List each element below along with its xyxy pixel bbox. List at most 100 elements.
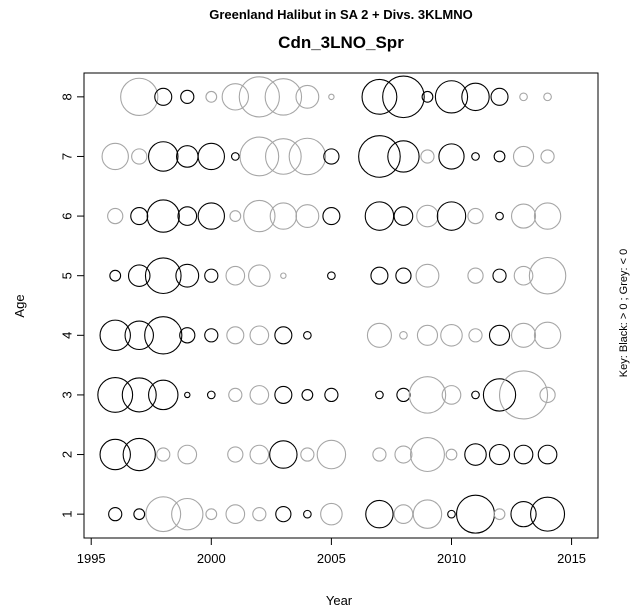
bubble-point bbox=[303, 330, 312, 340]
bubble-point bbox=[445, 448, 458, 461]
bubble-point bbox=[184, 391, 191, 399]
bubble-point bbox=[228, 387, 243, 403]
bubble-point bbox=[131, 148, 148, 165]
bubble-point bbox=[226, 326, 245, 345]
plot-frame bbox=[83, 72, 599, 539]
bubble-point bbox=[248, 264, 271, 287]
x-tick-label: 2010 bbox=[437, 551, 466, 566]
y-tick-label: 6 bbox=[60, 212, 75, 219]
bubble-point bbox=[124, 320, 154, 351]
bubble-point bbox=[537, 444, 558, 465]
bubble-point bbox=[490, 87, 509, 106]
y-axis-label: Age bbox=[12, 294, 27, 317]
bubble-point bbox=[120, 77, 159, 116]
bubble-point bbox=[415, 263, 440, 288]
bubble-point bbox=[133, 508, 146, 521]
bubble-point bbox=[468, 328, 483, 343]
bubble-point bbox=[148, 379, 179, 411]
bubble-point bbox=[539, 386, 556, 404]
bubble-point bbox=[510, 322, 537, 348]
bubble-point bbox=[221, 83, 250, 111]
bubble-point bbox=[249, 444, 270, 465]
bubble-point bbox=[543, 92, 552, 102]
bubble-point bbox=[408, 376, 447, 414]
bubble-point bbox=[492, 268, 507, 283]
bubble-point bbox=[264, 78, 303, 116]
bubble-point bbox=[229, 210, 242, 222]
bubble-point bbox=[519, 92, 528, 102]
bubble-point bbox=[365, 499, 394, 529]
bubble-point bbox=[533, 202, 562, 230]
bubble-point bbox=[177, 206, 198, 226]
bubble-point bbox=[323, 148, 340, 165]
x-axis-label: Year bbox=[326, 593, 353, 608]
bubble-point bbox=[438, 143, 465, 170]
bubble-point bbox=[230, 152, 240, 161]
bubble-point bbox=[225, 504, 246, 525]
x-tick-label: 2000 bbox=[197, 551, 226, 566]
y-tick-label: 8 bbox=[60, 93, 75, 100]
bubble-point bbox=[540, 149, 555, 164]
x-tick-label: 2015 bbox=[557, 551, 586, 566]
bubble-point bbox=[101, 142, 129, 171]
bubble-point bbox=[154, 87, 173, 106]
bubble-point bbox=[204, 328, 219, 343]
bubble-point bbox=[395, 267, 412, 284]
bubble-point bbox=[180, 89, 195, 104]
chart-subtitle: Cdn_3LNO_Spr bbox=[278, 33, 404, 52]
bubble-point bbox=[530, 496, 566, 532]
bubble-point bbox=[227, 446, 244, 463]
x-axis: 1995 2000 2005 2010 2015 bbox=[77, 537, 586, 566]
bubble-point bbox=[205, 90, 218, 103]
bubble-point bbox=[275, 506, 292, 523]
bubble-point bbox=[324, 387, 339, 403]
bubble-point bbox=[416, 204, 439, 228]
bubble-point bbox=[361, 78, 398, 115]
bubble-point bbox=[146, 199, 180, 233]
bubble-point bbox=[238, 76, 280, 118]
bubble-point bbox=[471, 390, 480, 400]
bubble-point bbox=[510, 203, 537, 229]
bubble-point bbox=[108, 507, 123, 522]
colour-key-label: Key: Black: > 0 ; Grey: < 0 bbox=[618, 249, 630, 377]
bubble-point bbox=[206, 390, 216, 400]
bubble-point bbox=[122, 437, 156, 472]
bubble-point bbox=[301, 389, 314, 401]
bubble-point bbox=[249, 385, 270, 405]
bubble-point bbox=[99, 438, 131, 471]
bubble-point bbox=[179, 327, 196, 344]
bubble-point bbox=[436, 201, 467, 231]
bubble-point bbox=[366, 322, 392, 348]
bubble-point bbox=[420, 149, 435, 164]
bubble-point bbox=[127, 264, 151, 287]
y-tick-label: 4 bbox=[60, 332, 75, 339]
bubble-point bbox=[364, 201, 395, 231]
x-tick-label: 2005 bbox=[317, 551, 346, 566]
bubble-point bbox=[370, 266, 389, 285]
bubble-point bbox=[295, 84, 320, 109]
bubble-point bbox=[513, 444, 534, 465]
bubble-point bbox=[316, 439, 347, 470]
bubble-point bbox=[144, 257, 182, 295]
bubble-point bbox=[396, 387, 411, 403]
bubble-point bbox=[328, 93, 335, 101]
bubble-point bbox=[97, 376, 134, 413]
y-tick-label: 2 bbox=[60, 451, 75, 458]
bubble-point bbox=[175, 263, 200, 288]
bubble-point bbox=[399, 330, 408, 340]
bubble-point bbox=[303, 509, 312, 519]
bubble-point bbox=[288, 137, 327, 176]
y-tick-label: 7 bbox=[60, 153, 75, 160]
bubble-point bbox=[488, 324, 511, 346]
bubble-point bbox=[513, 265, 534, 286]
bubble-point bbox=[464, 443, 487, 466]
bubble-layer bbox=[97, 75, 567, 534]
bubble-point bbox=[121, 377, 157, 413]
bubble-point bbox=[107, 207, 124, 225]
y-tick-label: 1 bbox=[60, 511, 75, 518]
bubble-point bbox=[243, 199, 276, 233]
bubble-point bbox=[156, 447, 171, 462]
bubble-point bbox=[176, 145, 199, 168]
bubble-point bbox=[274, 385, 293, 404]
